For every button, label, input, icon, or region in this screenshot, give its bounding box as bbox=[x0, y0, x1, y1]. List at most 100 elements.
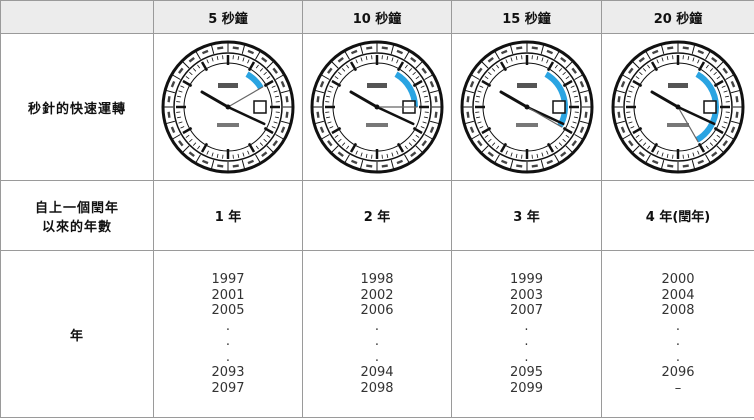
hub bbox=[675, 104, 681, 110]
dial-tick bbox=[192, 142, 197, 146]
dial-tick bbox=[360, 57, 363, 62]
city-mark bbox=[272, 67, 278, 74]
dial-tick bbox=[476, 90, 481, 93]
bezel-divider bbox=[166, 120, 176, 125]
bezel-divider bbox=[182, 145, 190, 153]
dial-tick bbox=[408, 68, 413, 72]
city-mark bbox=[620, 126, 626, 134]
minute-hand bbox=[676, 105, 716, 126]
city-mark bbox=[711, 151, 718, 157]
dial-tick bbox=[266, 134, 271, 138]
bezel-divider bbox=[280, 89, 290, 94]
second-hand bbox=[677, 106, 699, 143]
bezel-divider bbox=[315, 89, 325, 94]
year: 2000 bbox=[661, 272, 695, 287]
dial-tick bbox=[697, 150, 700, 155]
column-header: 10 秒鐘 bbox=[302, 0, 452, 34]
bezel-inner bbox=[471, 52, 582, 162]
city-mark bbox=[531, 46, 538, 50]
hour-hand bbox=[650, 90, 680, 109]
year: . bbox=[524, 334, 529, 349]
dial-tick bbox=[545, 59, 549, 64]
dial-tick bbox=[242, 152, 245, 157]
bezel-divider bbox=[172, 74, 181, 80]
bezel-divider bbox=[730, 89, 740, 94]
dial-tick bbox=[510, 57, 513, 62]
dial-tick bbox=[396, 59, 399, 64]
dial-tick bbox=[510, 152, 513, 157]
city-mark bbox=[429, 80, 435, 88]
dial-tick bbox=[570, 85, 575, 88]
dial-tick bbox=[721, 126, 726, 129]
years-since: 3 年 bbox=[451, 180, 602, 251]
dial-tick bbox=[540, 152, 543, 157]
bezel-divider bbox=[166, 89, 176, 94]
city-mark bbox=[730, 80, 736, 88]
dial-tick bbox=[242, 57, 245, 62]
dial-tick bbox=[484, 76, 488, 80]
year: . bbox=[374, 318, 380, 334]
year: 2098 bbox=[360, 380, 394, 396]
dial-tick bbox=[713, 71, 717, 76]
year: . bbox=[675, 334, 681, 349]
city-mark bbox=[638, 57, 645, 63]
dial-tick bbox=[386, 153, 389, 158]
year: 2006 bbox=[360, 303, 394, 318]
dial-tick bbox=[656, 59, 659, 64]
dial-tick bbox=[259, 142, 264, 146]
bezel-divider bbox=[660, 45, 665, 55]
dial-tick bbox=[341, 142, 346, 146]
hour-hand bbox=[200, 90, 230, 109]
city-mark bbox=[188, 57, 195, 63]
dial-tick bbox=[177, 116, 182, 119]
dial-tick bbox=[630, 85, 635, 88]
dial-tick bbox=[355, 59, 358, 64]
dial-tick bbox=[573, 116, 578, 119]
dial-tick bbox=[346, 64, 350, 69]
city-mark bbox=[465, 111, 470, 118]
logo bbox=[668, 83, 688, 88]
dial-tick bbox=[247, 59, 250, 64]
dial-track bbox=[183, 62, 273, 152]
city-mark bbox=[620, 80, 626, 88]
bezel-divider bbox=[321, 74, 330, 80]
year-list: 1999 2003 2007... 2095 2099 bbox=[451, 250, 602, 418]
dial-tick bbox=[177, 95, 182, 98]
bezel-divider bbox=[404, 51, 410, 60]
column-header: 20 秒鐘 bbox=[601, 0, 754, 34]
hour-hand bbox=[349, 90, 379, 109]
bezel-divider bbox=[725, 74, 734, 80]
watch-row: 秒針的快速運轉 bbox=[0, 33, 754, 181]
city-mark bbox=[350, 159, 358, 165]
year: . bbox=[524, 349, 529, 365]
dial-tick bbox=[216, 56, 219, 61]
year: 2095 bbox=[509, 365, 544, 380]
dial-tick bbox=[565, 76, 569, 80]
city-mark bbox=[487, 151, 494, 157]
city-mark bbox=[682, 46, 689, 50]
city-mark bbox=[434, 111, 438, 118]
city-mark bbox=[319, 80, 325, 88]
dial-tick bbox=[266, 76, 271, 80]
city-mark bbox=[434, 96, 438, 103]
city-mark bbox=[247, 159, 255, 165]
dial-track bbox=[482, 62, 571, 152]
bezel-divider bbox=[565, 61, 573, 69]
minute-hand bbox=[226, 105, 266, 126]
city-mark bbox=[546, 49, 553, 55]
dial-tick bbox=[639, 71, 643, 76]
city-mark bbox=[170, 126, 176, 134]
dial-tick bbox=[536, 153, 538, 158]
dial-tick bbox=[420, 85, 425, 88]
dial-tick bbox=[327, 121, 332, 124]
years-since: 1 年 bbox=[153, 180, 303, 251]
year-list: 2000 2004 2008... 2096– bbox=[601, 250, 754, 418]
city-mark bbox=[697, 49, 705, 55]
city-mark bbox=[487, 57, 494, 63]
dial-tick bbox=[666, 56, 669, 61]
dial-tick bbox=[692, 152, 695, 157]
dial-tick bbox=[326, 95, 331, 98]
city-mark bbox=[617, 96, 621, 103]
city-mark bbox=[421, 140, 427, 147]
city-mark bbox=[350, 49, 358, 55]
